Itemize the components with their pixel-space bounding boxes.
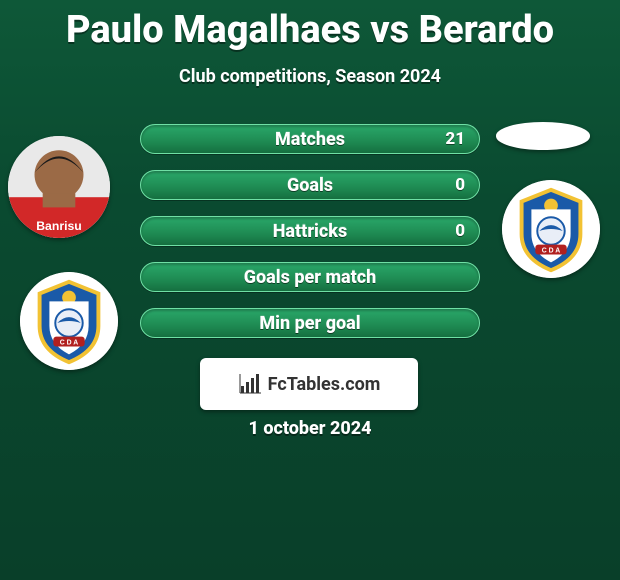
stat-label: Goals per match bbox=[141, 263, 479, 291]
stat-value: 0 bbox=[455, 217, 465, 245]
person-icon: Banrisu bbox=[8, 136, 110, 238]
brand-label: FcTables.com bbox=[268, 374, 381, 395]
svg-text:C D A: C D A bbox=[542, 248, 560, 255]
stat-label: Matches bbox=[141, 125, 479, 153]
stat-row: Goals per match bbox=[140, 262, 480, 292]
page-title: Paulo Magalhaes vs Berardo bbox=[0, 0, 620, 52]
bar-chart-icon bbox=[238, 372, 262, 396]
stat-value: 21 bbox=[445, 125, 465, 153]
svg-text:C D A: C D A bbox=[60, 340, 78, 347]
stat-row: Goals 0 bbox=[140, 170, 480, 200]
stat-row: Min per goal bbox=[140, 308, 480, 338]
date-label: 1 october 2024 bbox=[0, 418, 620, 439]
svg-text:Banrisu: Banrisu bbox=[36, 219, 82, 233]
stat-row: Matches 21 bbox=[140, 124, 480, 154]
stat-value: 0 bbox=[455, 171, 465, 199]
player1-avatar: Banrisu bbox=[8, 136, 110, 238]
player2-avatar bbox=[496, 122, 590, 150]
stat-label: Hattricks bbox=[141, 217, 479, 245]
stat-label: Min per goal bbox=[141, 309, 479, 337]
brand-link[interactable]: FcTables.com bbox=[200, 358, 418, 410]
stat-row: Hattricks 0 bbox=[140, 216, 480, 246]
shield-icon: C D A bbox=[502, 180, 600, 278]
stat-label: Goals bbox=[141, 171, 479, 199]
page-subtitle: Club competitions, Season 2024 bbox=[0, 66, 620, 87]
shield-icon: C D A bbox=[20, 272, 118, 370]
player1-club-crest: C D A bbox=[20, 272, 118, 370]
player2-club-crest: C D A bbox=[502, 180, 600, 278]
stats-panel: Matches 21 Goals 0 Hattricks 0 Goals per… bbox=[140, 124, 480, 354]
